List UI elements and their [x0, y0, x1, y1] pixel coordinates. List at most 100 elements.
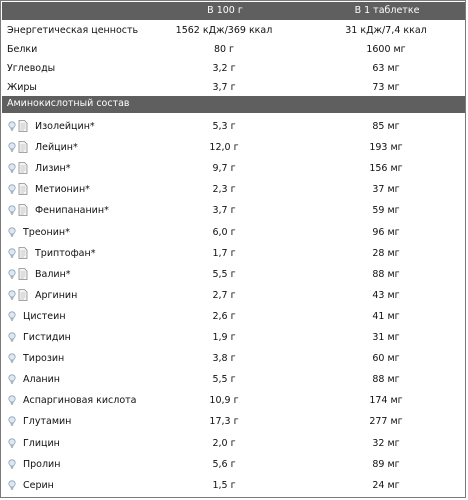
summary-label: Энергетическая ценность — [7, 25, 139, 36]
value-per-100g: 5,5 г — [212, 374, 236, 385]
info-bulb-icon[interactable] — [8, 353, 16, 363]
info-bulb-icon[interactable] — [8, 227, 16, 237]
document-icon[interactable] — [18, 141, 28, 153]
document-icon[interactable] — [18, 183, 28, 195]
value-per-100g: 5,3 г — [212, 121, 236, 132]
info-bulb-icon[interactable] — [8, 205, 16, 215]
value-per-tablet: 88 мг — [372, 269, 400, 280]
amino-label: Глицин — [23, 438, 60, 449]
summary-row: Энергетическая ценность 1562 кДж/369 ккал… — [1, 22, 465, 40]
amino-label: Метионин* — [35, 184, 90, 195]
value-per-tablet: 41 мг — [372, 311, 400, 322]
info-bulb-icon[interactable] — [8, 332, 16, 342]
amino-label: Триптофан* — [35, 248, 96, 259]
info-bulb-icon[interactable] — [8, 184, 16, 194]
value-per-tablet: 156 мг — [369, 163, 403, 174]
info-bulb-icon[interactable] — [8, 142, 16, 152]
amino-label: Аспаргиновая кислота — [23, 395, 137, 406]
amino-row: Триптофан* 1,7 г 28 мг — [1, 243, 465, 264]
summary-label: Углеводы — [7, 63, 56, 74]
info-bulb-icon[interactable] — [8, 290, 16, 300]
header-per-tablet: В 1 таблетке — [354, 5, 420, 16]
amino-label: Серин — [23, 480, 54, 491]
value-per-tablet: 28 мг — [372, 248, 400, 259]
value-per-tablet: 88 мг — [372, 374, 400, 385]
amino-row: Аланин 5,5 г 88 мг — [1, 369, 465, 390]
amino-label: Валин* — [35, 269, 71, 280]
amino-row: Цистеин 2,6 г 41 мг — [1, 306, 465, 327]
value-per-100g: 3,7 г — [212, 82, 236, 93]
value-per-100g: 1,9 г — [212, 332, 236, 343]
amino-row: Метионин* 2,3 г 37 мг — [1, 179, 465, 200]
amino-label: Изолейцин* — [35, 121, 95, 132]
value-per-tablet: 1600 мг — [366, 44, 406, 55]
info-bulb-icon[interactable] — [8, 374, 16, 384]
value-per-tablet: 96 мг — [372, 227, 400, 238]
amino-row: Лейцин* 12,0 г 193 мг — [1, 137, 465, 158]
value-per-100g: 2,6 г — [212, 311, 236, 322]
amino-label: Лейцин* — [35, 142, 78, 153]
value-per-tablet: 60 мг — [372, 353, 400, 364]
value-per-100g: 2,7 г — [212, 290, 236, 301]
value-per-tablet: 85 мг — [372, 121, 400, 132]
section-header-amino: Аминокислотный состав — [2, 96, 465, 113]
info-bulb-icon[interactable] — [8, 269, 16, 279]
info-bulb-icon[interactable] — [8, 248, 16, 258]
document-icon[interactable] — [18, 268, 28, 280]
amino-row: Тирозин 3,8 г 60 мг — [1, 348, 465, 369]
info-bulb-icon[interactable] — [8, 416, 16, 426]
amino-row: Серин 1,5 г 24 мг — [1, 475, 465, 496]
document-icon[interactable] — [18, 289, 28, 301]
value-per-tablet: 277 мг — [369, 416, 403, 427]
document-icon[interactable] — [18, 247, 28, 259]
value-per-100g: 80 г — [213, 44, 235, 55]
amino-row: Глицин 2,0 г 32 мг — [1, 433, 465, 454]
info-bulb-icon[interactable] — [8, 311, 16, 321]
amino-row: Гистидин 1,9 г 31 мг — [1, 327, 465, 348]
summary-label: Жиры — [7, 82, 37, 93]
header-per-100g: В 100 г — [207, 5, 243, 16]
table-header: В 100 г В 1 таблетке — [2, 2, 465, 20]
amino-row: Пролин 5,6 г 89 мг — [1, 454, 465, 475]
section-title: Аминокислотный состав — [7, 98, 130, 109]
value-per-tablet: 43 мг — [372, 290, 400, 301]
value-per-100g: 12,0 г — [209, 142, 239, 153]
summary-label: Белки — [7, 44, 38, 55]
value-per-100g: 17,3 г — [209, 416, 239, 427]
value-per-100g: 3,8 г — [212, 353, 236, 364]
info-bulb-icon[interactable] — [8, 438, 16, 448]
info-bulb-icon[interactable] — [8, 459, 16, 469]
value-per-100g: 5,5 г — [212, 269, 236, 280]
amino-row: Аргинин 2,7 г 43 мг — [1, 285, 465, 306]
summary-row: Жиры 3,7 г 73 мг — [1, 79, 465, 97]
info-bulb-icon[interactable] — [8, 395, 16, 405]
summary-row: Углеводы 3,2 г 63 мг — [1, 60, 465, 78]
value-per-tablet: 89 мг — [372, 459, 400, 470]
value-per-100g: 5,6 г — [212, 459, 236, 470]
document-icon[interactable] — [18, 204, 28, 216]
value-per-tablet: 174 мг — [369, 395, 403, 406]
value-per-100g: 2,3 г — [212, 184, 236, 195]
document-icon[interactable] — [18, 120, 28, 132]
amino-label: Пролин — [23, 459, 61, 470]
amino-row: Аспаргиновая кислота 10,9 г 174 мг — [1, 390, 465, 411]
value-per-100g: 9,7 г — [212, 163, 236, 174]
value-per-100g: 1,5 г — [212, 480, 236, 491]
info-bulb-icon[interactable] — [8, 480, 16, 490]
value-per-100g: 10,9 г — [209, 395, 239, 406]
amino-label: Фенипананин* — [35, 205, 109, 216]
value-per-tablet: 31 кДж/7,4 ккал — [345, 25, 427, 36]
info-bulb-icon[interactable] — [8, 163, 16, 173]
amino-label: Глутамин — [23, 416, 72, 427]
info-bulb-icon[interactable] — [8, 121, 16, 131]
amino-label: Цистеин — [23, 311, 66, 322]
value-per-tablet: 32 мг — [372, 438, 400, 449]
amino-label: Аргинин — [35, 290, 78, 301]
value-per-tablet: 59 мг — [372, 205, 400, 216]
value-per-tablet: 31 мг — [372, 332, 400, 343]
value-per-100g: 2,0 г — [212, 438, 236, 449]
value-per-tablet: 37 мг — [372, 184, 400, 195]
document-icon[interactable] — [18, 162, 28, 174]
amino-row: Валин* 5,5 г 88 мг — [1, 264, 465, 285]
